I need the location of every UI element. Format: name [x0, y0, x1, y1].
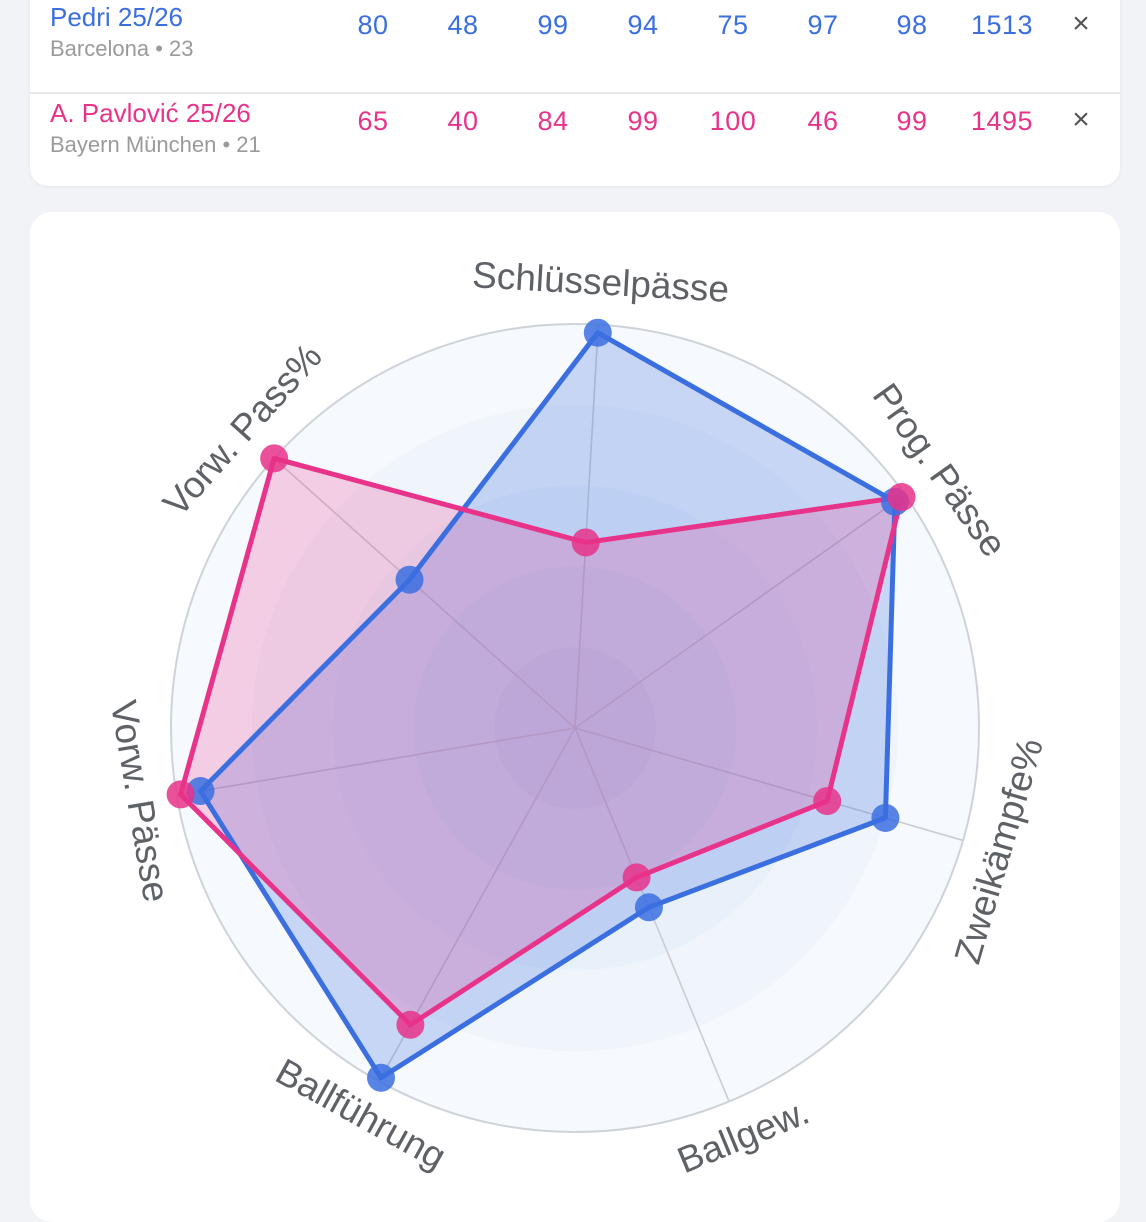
axis-spoke — [574, 324, 600, 729]
stat-value: 48 — [447, 10, 479, 40]
meta-separator: • — [222, 132, 231, 157]
player-club: Barcelona — [50, 36, 150, 61]
stat-value: 84 — [537, 106, 569, 136]
player-club: Bayern München — [50, 132, 217, 157]
series-area — [200, 332, 895, 1078]
data-point — [166, 780, 195, 809]
player-age: 21 — [236, 132, 261, 157]
data-point — [395, 565, 424, 594]
axis-spoke — [273, 457, 576, 729]
player-age: 23 — [169, 36, 194, 61]
data-point — [622, 863, 651, 892]
data-point — [813, 787, 842, 816]
remove-player-button[interactable]: × — [1072, 7, 1090, 40]
player-name[interactable]: A. Pavlović 25/26 — [50, 98, 251, 128]
stat-value: 99 — [896, 106, 928, 136]
series-line — [198, 330, 898, 1081]
grid-ring-outer — [170, 323, 980, 1133]
data-point — [887, 483, 916, 512]
stat-value: 97 — [807, 10, 839, 40]
stat-value: 46 — [807, 106, 839, 136]
series-line — [178, 455, 904, 1028]
series-area — [180, 458, 902, 1025]
stat-value: 100 — [709, 106, 757, 136]
axis-spoke — [574, 494, 906, 729]
stat-value: 75 — [717, 10, 749, 40]
player-row-2[interactable]: A. Pavlović 25/26 Bayern München • 21 65… — [30, 96, 1120, 192]
player-row-1[interactable]: Pedri 25/26 Barcelona • 23 80 48 99 94 7… — [30, 0, 1120, 96]
data-point — [871, 803, 900, 832]
stat-value: 99 — [537, 10, 569, 40]
stat-value: 98 — [896, 10, 928, 40]
player-name[interactable]: Pedri 25/26 — [50, 2, 183, 32]
axis-label: Schlüsselpässe — [471, 254, 730, 310]
radar-chart-card: Schlüsselpässe Prog. Pässe Zweikämpfe% Ball… — [30, 212, 1120, 1222]
data-point — [396, 1010, 425, 1039]
axis-label: Vorw. Pässe — [103, 697, 177, 905]
data-point — [260, 444, 289, 473]
stat-total: 1495 — [970, 106, 1034, 136]
data-point — [583, 318, 612, 347]
stat-total: 1513 — [970, 10, 1034, 40]
stat-value: 99 — [627, 106, 659, 136]
remove-player-button[interactable]: × — [1072, 103, 1090, 136]
row-divider — [30, 92, 1120, 94]
axis-spoke — [176, 727, 576, 796]
stat-value: 80 — [357, 10, 389, 40]
stat-value: 40 — [447, 106, 479, 136]
data-point — [367, 1063, 396, 1092]
data-point — [634, 893, 663, 922]
stat-value: 65 — [357, 106, 389, 136]
stat-value: 94 — [627, 10, 659, 40]
data-point — [571, 528, 600, 557]
player-meta: Bayern München • 21 — [50, 132, 261, 158]
player-comparison-card: Pedri 25/26 Barcelona • 23 80 48 99 94 7… — [30, 0, 1120, 186]
meta-separator: • — [155, 36, 163, 61]
player-meta: Barcelona • 23 — [50, 36, 194, 62]
